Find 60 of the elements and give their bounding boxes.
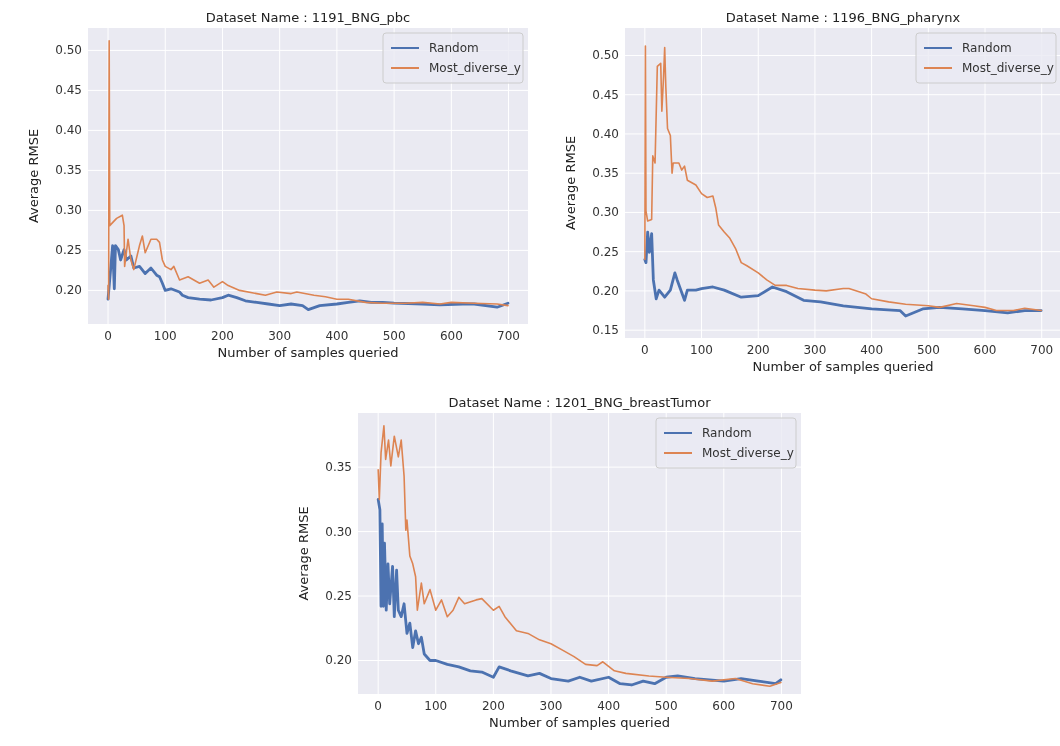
y-axis-title: Average RMSE bbox=[296, 506, 311, 601]
y-tick-label: 0.25 bbox=[55, 243, 82, 258]
legend-label: Most_diverse_y bbox=[702, 446, 794, 460]
y-tick-label: 0.30 bbox=[325, 524, 352, 539]
x-tick-label: 600 bbox=[712, 699, 736, 713]
x-tick-label: 300 bbox=[539, 699, 563, 713]
y-tick-label: 0.50 bbox=[55, 43, 82, 58]
x-tick-label: 400 bbox=[860, 343, 884, 357]
legend-label: Most_diverse_y bbox=[962, 61, 1054, 75]
y-tick-label: 0.35 bbox=[325, 460, 352, 475]
y-tick-label: 0.30 bbox=[55, 203, 82, 218]
y-tick-label: 0.15 bbox=[592, 323, 619, 338]
x-tick-label: 600 bbox=[439, 329, 463, 343]
y-tick-label: 0.30 bbox=[592, 205, 619, 220]
y-tick-label: 0.35 bbox=[592, 166, 619, 181]
x-tick-label: 500 bbox=[654, 699, 678, 713]
x-tick-label: 100 bbox=[424, 699, 448, 713]
x-tick-label: 300 bbox=[803, 343, 827, 357]
chart-title: Dataset Name : 1196_BNG_pharynx bbox=[725, 10, 961, 25]
x-tick-label: 0 bbox=[374, 699, 382, 713]
y-tick-label: 0.50 bbox=[592, 48, 619, 63]
legend-label: Random bbox=[962, 41, 1012, 55]
x-axis-title: Number of samples queried bbox=[752, 359, 934, 374]
x-tick-label: 0 bbox=[104, 329, 112, 343]
chart-title: Dataset Name : 1191_BNG_pbc bbox=[205, 10, 411, 25]
x-axis-title: Number of samples queried bbox=[489, 715, 670, 730]
legend-label: Random bbox=[429, 41, 479, 55]
y-tick-label: 0.35 bbox=[55, 163, 82, 178]
y-tick-label: 0.45 bbox=[55, 83, 82, 98]
x-tick-label: 500 bbox=[916, 343, 940, 357]
y-tick-label: 0.45 bbox=[592, 87, 619, 102]
x-tick-label: 400 bbox=[597, 699, 621, 713]
line-series bbox=[376, 497, 783, 687]
x-tick-label: 200 bbox=[746, 343, 770, 357]
legend-label: Most_diverse_y bbox=[429, 61, 521, 75]
y-tick-label: 0.20 bbox=[325, 653, 352, 668]
x-tick-label: 700 bbox=[497, 329, 520, 343]
x-tick-label: 100 bbox=[153, 329, 177, 343]
x-tick-label: 500 bbox=[382, 329, 406, 343]
y-axis-title: Average RMSE bbox=[563, 135, 578, 231]
line-series bbox=[643, 230, 1043, 318]
legend-label: Random bbox=[702, 426, 752, 440]
x-tick-label: 0 bbox=[641, 343, 649, 357]
x-axis-title: Number of samples queried bbox=[217, 345, 399, 360]
y-tick-label: 0.20 bbox=[55, 283, 82, 298]
x-tick-label: 600 bbox=[973, 343, 997, 357]
y-tick-label: 0.25 bbox=[592, 244, 619, 259]
x-tick-label: 700 bbox=[769, 699, 793, 713]
y-tick-label: 0.25 bbox=[325, 589, 352, 604]
y-tick-label: 0.40 bbox=[55, 123, 82, 138]
x-tick-label: 400 bbox=[325, 329, 349, 343]
y-tick-label: 0.40 bbox=[592, 126, 619, 141]
y-tick-label: 0.20 bbox=[592, 283, 619, 298]
x-tick-label: 300 bbox=[268, 329, 292, 343]
chart-title: Dataset Name : 1201_BNG_breastTumor bbox=[448, 395, 712, 410]
y-axis-title: Average RMSE bbox=[26, 128, 41, 224]
x-tick-label: 200 bbox=[481, 699, 505, 713]
x-tick-label: 100 bbox=[690, 343, 713, 357]
x-tick-label: 700 bbox=[1030, 343, 1054, 357]
x-tick-label: 200 bbox=[211, 329, 234, 343]
